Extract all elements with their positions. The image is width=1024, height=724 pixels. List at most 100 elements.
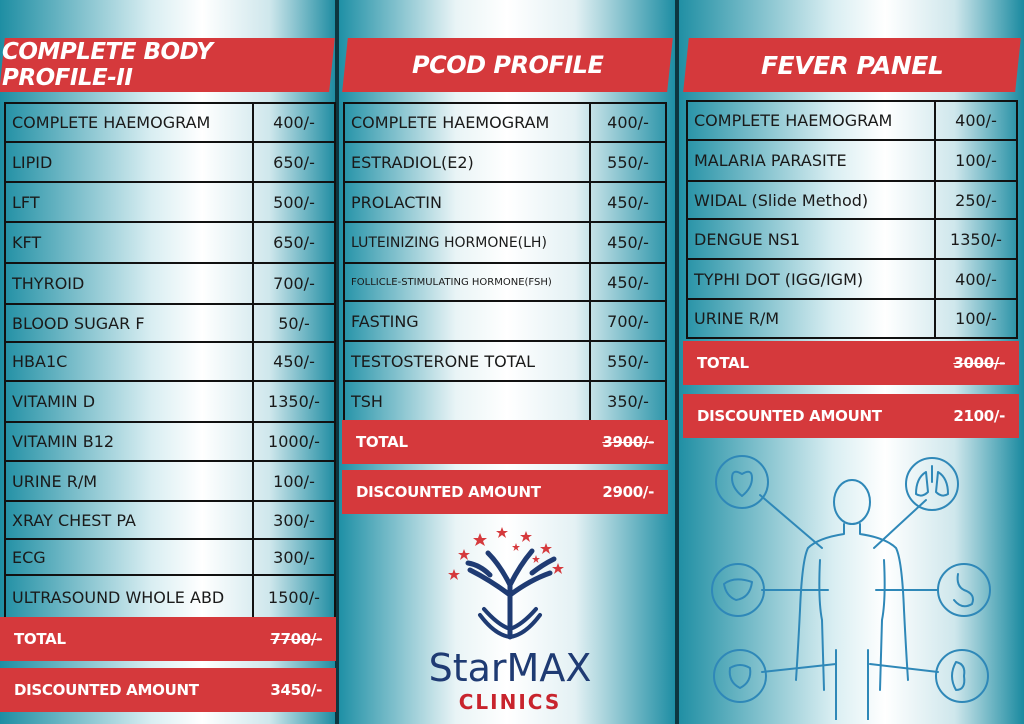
table-row: COMPLETE HAEMOGRAM 400/-	[686, 100, 1018, 141]
test-price: 700/-	[589, 300, 667, 342]
table-row: DENGUE NS1 1350/-	[686, 218, 1018, 260]
tree-logo-icon	[448, 527, 564, 640]
table-row: VITAMIN D 1350/-	[4, 380, 336, 423]
table-row: KFT 650/-	[4, 221, 336, 264]
discount-value: 2100/-	[953, 407, 1005, 425]
test-name: PROLACTIN	[343, 181, 591, 223]
test-name: URINE R/M	[686, 298, 936, 339]
anatomy-illustration	[711, 455, 991, 720]
table-row: PROLACTIN 450/-	[343, 181, 667, 223]
table-row: COMPLETE HAEMOGRAM 400/-	[4, 102, 336, 143]
test-price: 400/-	[252, 102, 336, 143]
brand-subtitle: CLINICS	[458, 690, 562, 714]
total-label: TOTAL	[697, 354, 749, 372]
table-row: LUTEINIZING HORMONE(LH) 450/-	[343, 221, 667, 264]
test-price: 100/-	[934, 298, 1018, 339]
test-name: TYPHI DOT (IGG/IGM)	[686, 258, 936, 300]
discount-bar: DISCOUNTED AMOUNT 3450/-	[0, 668, 336, 712]
table-row: XRAY CHEST PA 300/-	[4, 500, 336, 540]
test-name: COMPLETE HAEMOGRAM	[343, 102, 591, 143]
panel-title: COMPLETE BODY PROFILE-II	[0, 38, 335, 92]
table-row: TSH 350/-	[343, 380, 667, 422]
table-row: FOLLICLE-STIMULATING HORMONE(FSH) 450/-	[343, 262, 667, 302]
test-name: COMPLETE HAEMOGRAM	[686, 100, 936, 141]
test-price: 400/-	[589, 102, 667, 143]
test-name: TESTOSTERONE TOTAL	[343, 340, 591, 382]
test-name: FOLLICLE-STIMULATING HORMONE(FSH)	[343, 262, 591, 302]
test-price: 450/-	[252, 341, 336, 382]
test-name: LUTEINIZING HORMONE(LH)	[343, 221, 591, 264]
table-row: FASTING 700/-	[343, 300, 667, 342]
test-name: THYROID	[4, 262, 254, 305]
test-price: 650/-	[252, 141, 336, 183]
total-bar: TOTAL 7700/-	[0, 617, 336, 661]
table-row: TYPHI DOT (IGG/IGM) 400/-	[686, 258, 1018, 300]
test-price: 1350/-	[252, 380, 336, 423]
test-name: LIPID	[4, 141, 254, 183]
test-price: 450/-	[589, 262, 667, 302]
total-bar: TOTAL 3900/-	[342, 420, 668, 464]
table-row: LIPID 650/-	[4, 141, 336, 183]
test-price: 500/-	[252, 181, 336, 223]
test-price: 1500/-	[252, 574, 336, 620]
test-price: 450/-	[589, 221, 667, 264]
table-row: ESTRADIOL(E2) 550/-	[343, 141, 667, 183]
table-row: WIDAL (Slide Method) 250/-	[686, 180, 1018, 220]
panel-title: FEVER PANEL	[683, 38, 1021, 92]
test-price: 300/-	[252, 538, 336, 576]
panel-divider	[335, 0, 339, 724]
discount-label: DISCOUNTED AMOUNT	[356, 483, 541, 501]
price-table: COMPLETE HAEMOGRAM 400/- ESTRADIOL(E2) 550/…	[343, 102, 667, 422]
table-row: VITAMIN B12 1000/-	[4, 421, 336, 462]
test-name: BLOOD SUGAR F	[4, 303, 254, 343]
heart-icon	[715, 455, 769, 509]
table-row: TESTOSTERONE TOTAL 550/-	[343, 340, 667, 382]
test-price: 400/-	[934, 100, 1018, 141]
test-price: 550/-	[589, 340, 667, 382]
test-name: URINE R/M	[4, 460, 254, 502]
lungs-icon	[905, 457, 959, 511]
test-name: LFT	[4, 181, 254, 223]
brand-name: StarMAX	[428, 646, 592, 690]
discount-value: 3450/-	[270, 681, 322, 699]
total-value: 3000/-	[953, 354, 1005, 372]
test-name: KFT	[4, 221, 254, 264]
discount-label: DISCOUNTED AMOUNT	[697, 407, 882, 425]
test-price: 400/-	[934, 258, 1018, 300]
liver-icon	[711, 563, 765, 617]
total-value: 3900/-	[602, 433, 654, 451]
test-price: 250/-	[934, 180, 1018, 220]
table-row: URINE R/M 100/-	[4, 460, 336, 502]
total-value: 7700/-	[270, 630, 322, 648]
table-row: ECG 300/-	[4, 538, 336, 576]
test-name: FASTING	[343, 300, 591, 342]
test-name: XRAY CHEST PA	[4, 500, 254, 540]
total-label: TOTAL	[14, 630, 66, 648]
price-table: COMPLETE HAEMOGRAM 400/- MALARIA PARASITE 1…	[686, 100, 1018, 339]
test-name: ESTRADIOL(E2)	[343, 141, 591, 183]
test-price: 1350/-	[934, 218, 1018, 260]
test-price: 650/-	[252, 221, 336, 264]
test-name: MALARIA PARASITE	[686, 139, 936, 182]
bladder-icon	[713, 649, 767, 703]
test-name: ULTRASOUND WHOLE ABD	[4, 574, 254, 620]
table-row: COMPLETE HAEMOGRAM 400/-	[343, 102, 667, 143]
test-price: 100/-	[934, 139, 1018, 182]
table-row: BLOOD SUGAR F 50/-	[4, 303, 336, 343]
test-name: ECG	[4, 538, 254, 576]
table-row: URINE R/M 100/-	[686, 298, 1018, 339]
test-price: 350/-	[589, 380, 667, 422]
kidney-icon	[935, 649, 989, 703]
test-name: WIDAL (Slide Method)	[686, 180, 936, 220]
table-row: HBA1C 450/-	[4, 341, 336, 382]
test-name: VITAMIN B12	[4, 421, 254, 462]
panel-divider	[675, 0, 679, 724]
human-body-icon	[795, 479, 909, 720]
discount-bar: DISCOUNTED AMOUNT 2900/-	[342, 470, 668, 514]
test-price: 1000/-	[252, 421, 336, 462]
test-name: HBA1C	[4, 341, 254, 382]
table-row: THYROID 700/-	[4, 262, 336, 305]
table-row: LFT 500/-	[4, 181, 336, 223]
test-price: 300/-	[252, 500, 336, 540]
discount-bar: DISCOUNTED AMOUNT 2100/-	[683, 394, 1019, 438]
